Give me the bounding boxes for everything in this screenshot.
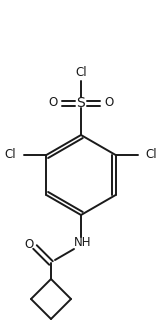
Text: S: S	[77, 96, 85, 110]
Text: O: O	[24, 238, 34, 251]
Text: Cl: Cl	[5, 148, 16, 162]
Text: O: O	[104, 96, 114, 110]
Text: Cl: Cl	[75, 66, 87, 79]
Text: Cl: Cl	[146, 148, 157, 162]
Text: NH: NH	[74, 236, 92, 250]
Text: O: O	[48, 96, 58, 110]
